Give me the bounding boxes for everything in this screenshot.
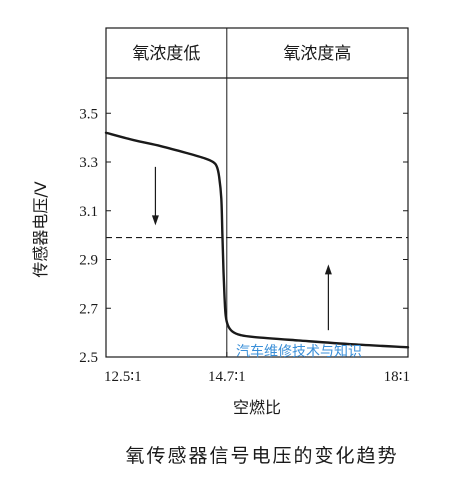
plot-frame [105, 27, 409, 358]
x-tick-label: 12.5∶1 [104, 369, 142, 385]
watermark-text: 汽车维修技术与知识 [236, 343, 362, 360]
x-tick-label: 14.7∶1 [208, 369, 246, 385]
arrow-head [151, 215, 159, 226]
y-tick-label: 3.3 [79, 155, 98, 171]
region-label: 氧浓度低 [132, 44, 200, 64]
x-tick-label: 18∶1 [384, 369, 410, 385]
x-axis-label: 空燃比 [233, 398, 281, 417]
y-tick-label: 2.7 [79, 301, 98, 317]
figure-caption: 氧传感器信号电压的变化趋势 [125, 445, 398, 467]
region-label: 氧浓度高 [283, 44, 351, 64]
y-tick-label: 3.1 [79, 204, 98, 220]
arrow-layer [151, 166, 332, 331]
plot-border [105, 27, 409, 358]
y-tick-label: 3.5 [79, 106, 98, 122]
arrow-down [151, 166, 159, 226]
y-axis-label: 传感器电压/V [31, 181, 50, 277]
arrow-up [324, 264, 332, 331]
y-tick-label: 2.5 [79, 350, 98, 366]
label-layer: 氧浓度低 氧浓度高 2.5 2.7 2.9 3.1 3.3 3.5 12.5∶1 14.7∶1 18… [31, 44, 410, 467]
series-line [104, 131, 410, 349]
y-tick-label: 2.9 [79, 253, 98, 269]
tick-layer [105, 112, 409, 358]
series-layer [104, 131, 410, 349]
arrow-head [324, 264, 332, 275]
